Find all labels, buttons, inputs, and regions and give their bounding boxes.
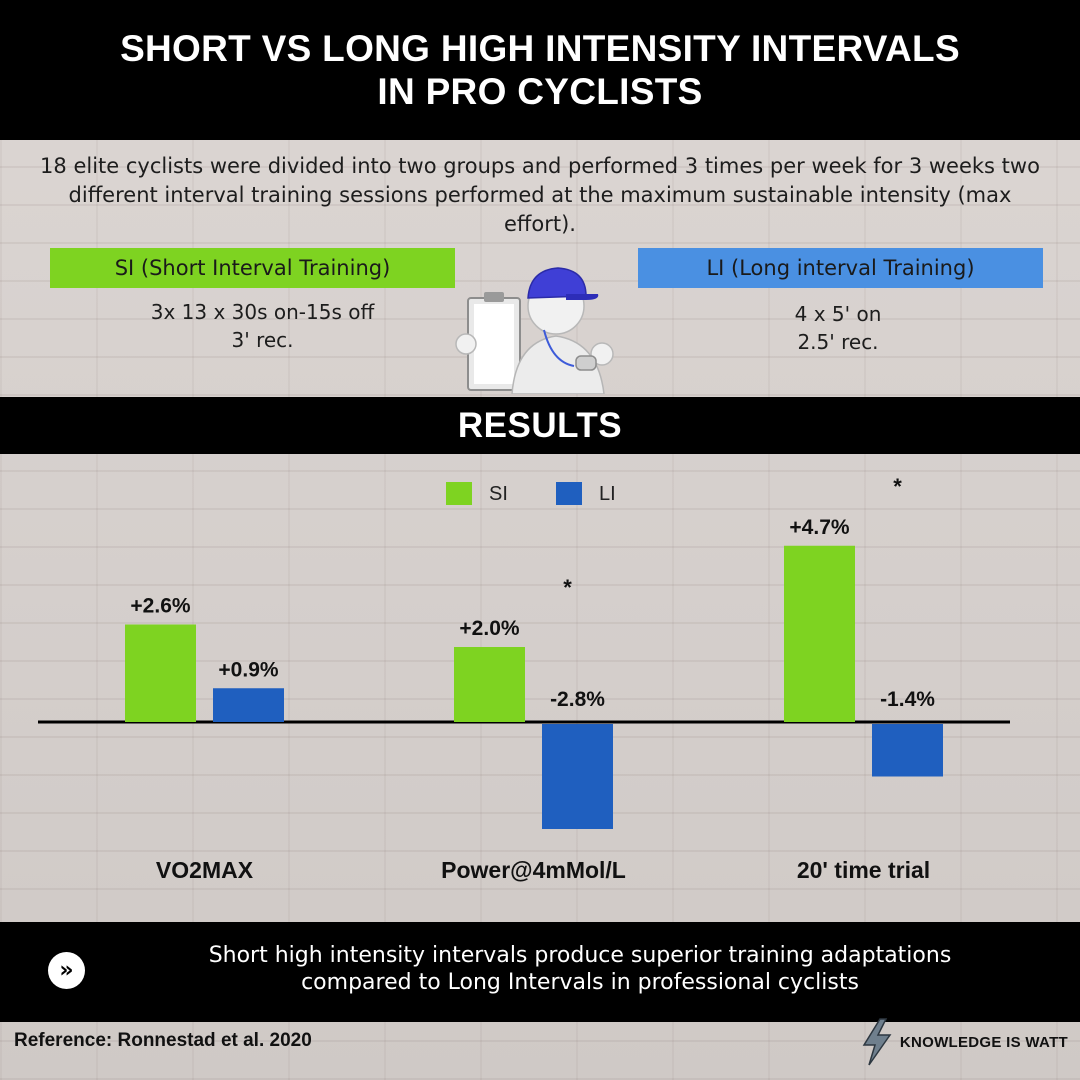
lightning-bolt-icon bbox=[862, 1018, 892, 1066]
results-band: RESULTS bbox=[0, 397, 1080, 454]
data-label-li-0: +0.9% bbox=[218, 658, 278, 681]
category-label-0: VO2MAX bbox=[156, 857, 254, 883]
brand: KNOWLEDGE IS WATT bbox=[860, 1018, 1068, 1066]
data-label-li-1: -2.8% bbox=[550, 688, 605, 711]
bar-si-1 bbox=[454, 647, 525, 722]
data-label-si-0: +2.6% bbox=[130, 595, 190, 618]
data-label-li-2: -1.4% bbox=[880, 688, 935, 711]
legend-label-li: LI bbox=[599, 483, 616, 505]
double-chevron-right-icon: » bbox=[48, 952, 85, 989]
significance-marker-2: * bbox=[893, 474, 902, 499]
legend-swatch-li bbox=[556, 482, 582, 505]
legend-label-si: SI bbox=[489, 483, 508, 505]
data-label-si-1: +2.0% bbox=[459, 617, 519, 640]
data-label-si-2: +4.7% bbox=[789, 516, 849, 539]
results-bar-chart: SI LI +2.6% +0.9% VO2MAX +2.0% -2.8% * Power@4mM… bbox=[38, 474, 1010, 883]
results-heading: RESULTS bbox=[457, 405, 623, 445]
bar-si-0 bbox=[125, 624, 196, 722]
li-group-label: LI (Long interval Training) bbox=[638, 248, 1043, 288]
li-protocol: 4 x 5' on 2.5' rec. bbox=[794, 302, 882, 354]
si-protocol: 3x 13 x 30s on-15s off 3' rec. bbox=[150, 300, 375, 352]
bar-li-0 bbox=[213, 688, 284, 722]
conclusion-band: » Short high intensity intervals produce… bbox=[0, 922, 1080, 1022]
bar-li-1 bbox=[542, 724, 613, 829]
page-title: SHORT VS LONG HIGH INTENSITY INTERVALS I… bbox=[120, 28, 960, 112]
legend-swatch-si bbox=[446, 482, 472, 505]
reference-text: Reference: Ronnestad et al. 2020 bbox=[14, 1030, 312, 1051]
conclusion-text: Short high intensity intervals produce s… bbox=[208, 943, 952, 995]
bar-si-2 bbox=[784, 545, 855, 722]
coach-with-clipboard-and-whistle-icon bbox=[455, 267, 614, 394]
si-group-label: SI (Short Interval Training) bbox=[50, 248, 455, 288]
title-band: SHORT VS LONG HIGH INTENSITY INTERVALS I… bbox=[0, 0, 1080, 140]
bar-li-2 bbox=[872, 724, 943, 777]
category-label-2: 20' time trial bbox=[797, 857, 930, 883]
category-label-1: Power@4mMol/L bbox=[441, 857, 626, 883]
significance-marker-1: * bbox=[563, 575, 572, 600]
brand-text: KNOWLEDGE IS WATT bbox=[899, 1033, 1068, 1051]
intro-text: 18 elite cyclists were divided into two … bbox=[40, 154, 1040, 236]
